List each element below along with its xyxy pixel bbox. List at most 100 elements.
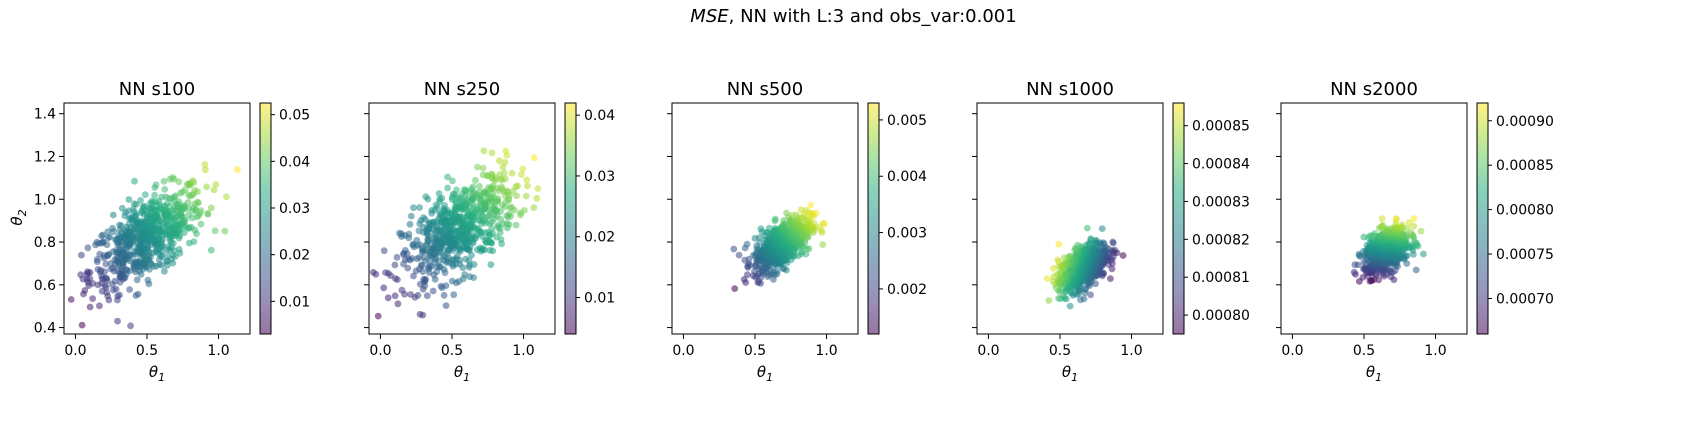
data-point xyxy=(84,244,92,252)
colorbar-gradient xyxy=(1477,103,1488,334)
svg-text:θ1: θ1 xyxy=(1062,363,1078,384)
data-point xyxy=(1392,215,1400,223)
data-point xyxy=(127,322,134,330)
data-point xyxy=(731,285,739,292)
data-point xyxy=(1107,275,1114,282)
colorbar-tick-label: 0.002 xyxy=(887,282,927,298)
data-point xyxy=(406,220,414,228)
data-point xyxy=(470,274,477,281)
data-point xyxy=(203,183,211,191)
panel-title: NN s1000 xyxy=(1026,79,1114,100)
data-point xyxy=(111,277,119,285)
data-point xyxy=(435,190,443,197)
data-point xyxy=(1066,302,1074,310)
colorbar-tick-label: 0.03 xyxy=(584,169,615,185)
data-point xyxy=(1087,235,1095,243)
colorbar-tick-label: 0.00081 xyxy=(1192,270,1250,286)
data-point xyxy=(391,292,399,300)
x-tick-label: 0.0 xyxy=(672,343,694,359)
data-point xyxy=(1050,264,1057,272)
scatter-panel-4: NN s1000 0.0 0.5 1.0 θ1 0.00080 0.00081 0.00082… xyxy=(972,79,1250,384)
data-point xyxy=(533,194,541,202)
data-point xyxy=(89,280,97,287)
x-tick-label: 0.5 xyxy=(1049,343,1071,359)
points-group xyxy=(369,147,542,320)
data-point xyxy=(730,245,738,253)
data-point xyxy=(1055,240,1063,248)
colorbar-tick-label: 0.00084 xyxy=(1192,157,1250,173)
colorbar-tick-label: 0.00090 xyxy=(1496,114,1554,130)
x-tick-label: 0.5 xyxy=(744,343,766,359)
data-point xyxy=(1109,238,1117,246)
data-point xyxy=(489,247,497,255)
data-point xyxy=(194,188,202,196)
x-tick-label: 1.0 xyxy=(1120,343,1142,359)
data-point xyxy=(501,159,509,166)
data-point xyxy=(470,261,478,268)
data-point xyxy=(807,201,815,209)
data-point xyxy=(184,199,192,206)
data-point xyxy=(202,166,209,174)
svg-text:θ1: θ1 xyxy=(454,363,470,384)
data-point xyxy=(133,276,141,284)
data-point xyxy=(86,269,94,276)
data-point xyxy=(442,282,450,289)
data-point xyxy=(1407,229,1415,237)
figure-title-italic: MSE xyxy=(690,6,729,27)
data-point xyxy=(479,164,487,172)
data-point xyxy=(126,286,133,293)
data-point xyxy=(169,174,177,181)
y-tick-label: 1.4 xyxy=(34,107,56,123)
data-point xyxy=(223,193,230,201)
data-point xyxy=(756,234,763,242)
data-point xyxy=(171,192,179,200)
data-point xyxy=(743,240,751,248)
data-point xyxy=(211,227,219,235)
data-point xyxy=(134,290,142,298)
data-point xyxy=(175,198,183,206)
data-point xyxy=(410,272,417,280)
data-point xyxy=(488,170,495,178)
data-point xyxy=(523,176,531,184)
y-tick-label: 0.4 xyxy=(34,321,56,337)
data-point xyxy=(233,166,241,174)
data-point xyxy=(757,225,765,233)
data-point xyxy=(508,203,516,211)
data-point xyxy=(497,215,504,223)
data-point xyxy=(474,224,481,232)
data-point xyxy=(78,321,86,329)
data-point xyxy=(394,300,402,308)
figure-title-rest: , NN with L:3 and obs_var:0.001 xyxy=(728,6,1017,27)
data-point xyxy=(180,229,188,237)
panel-title: NN s250 xyxy=(424,79,500,100)
axes-frame xyxy=(671,102,859,335)
data-point xyxy=(502,147,510,155)
data-point xyxy=(160,177,168,185)
data-point xyxy=(812,209,820,217)
data-point xyxy=(384,294,392,302)
data-point xyxy=(744,271,751,279)
x-tick-label: 0.5 xyxy=(136,343,158,359)
data-point xyxy=(503,187,511,195)
data-point xyxy=(821,220,828,228)
x-axis-label: θ1 xyxy=(1366,363,1382,384)
data-point xyxy=(810,220,818,227)
data-point xyxy=(144,276,152,284)
data-point xyxy=(1045,297,1053,304)
y-tick-label: 0.8 xyxy=(34,235,56,251)
data-point xyxy=(89,295,96,302)
data-point xyxy=(380,247,388,255)
data-point xyxy=(1405,219,1413,226)
data-point xyxy=(1062,285,1070,293)
data-point xyxy=(772,215,779,223)
data-point xyxy=(476,183,483,190)
data-point xyxy=(212,181,220,188)
data-point xyxy=(1350,268,1358,276)
data-point xyxy=(1060,254,1068,261)
data-point xyxy=(487,261,495,268)
data-point xyxy=(433,268,440,276)
data-point xyxy=(81,287,89,294)
y-tick-label: 1.2 xyxy=(34,149,56,165)
data-point xyxy=(792,211,800,219)
data-point xyxy=(514,182,521,190)
